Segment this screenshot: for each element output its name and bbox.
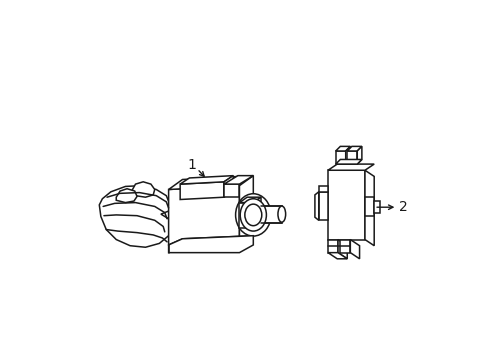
Polygon shape bbox=[224, 184, 239, 197]
Polygon shape bbox=[239, 197, 261, 203]
Ellipse shape bbox=[240, 199, 266, 231]
Polygon shape bbox=[131, 182, 154, 197]
Polygon shape bbox=[335, 151, 345, 164]
Ellipse shape bbox=[235, 194, 270, 236]
Polygon shape bbox=[318, 186, 327, 192]
Polygon shape bbox=[340, 239, 349, 253]
Polygon shape bbox=[335, 147, 349, 151]
Polygon shape bbox=[224, 176, 233, 197]
Polygon shape bbox=[168, 186, 239, 245]
Polygon shape bbox=[261, 206, 281, 222]
Polygon shape bbox=[364, 170, 373, 246]
Polygon shape bbox=[180, 176, 233, 184]
Polygon shape bbox=[116, 189, 137, 203]
Polygon shape bbox=[337, 239, 346, 259]
Polygon shape bbox=[239, 203, 253, 228]
Polygon shape bbox=[99, 186, 171, 247]
Text: 2: 2 bbox=[398, 200, 407, 214]
Polygon shape bbox=[327, 253, 346, 259]
Polygon shape bbox=[180, 182, 224, 199]
Polygon shape bbox=[239, 176, 253, 245]
Polygon shape bbox=[168, 236, 253, 253]
Polygon shape bbox=[168, 236, 253, 245]
Polygon shape bbox=[357, 147, 361, 164]
Polygon shape bbox=[224, 176, 253, 184]
Polygon shape bbox=[168, 176, 253, 189]
Polygon shape bbox=[346, 147, 361, 151]
Polygon shape bbox=[327, 239, 337, 253]
Polygon shape bbox=[364, 197, 373, 216]
Polygon shape bbox=[335, 159, 361, 164]
Polygon shape bbox=[318, 192, 327, 220]
Polygon shape bbox=[349, 239, 359, 259]
Text: 1: 1 bbox=[187, 158, 196, 172]
Polygon shape bbox=[327, 164, 373, 170]
Ellipse shape bbox=[244, 204, 261, 226]
Polygon shape bbox=[314, 192, 318, 220]
Ellipse shape bbox=[277, 206, 285, 222]
Polygon shape bbox=[327, 170, 364, 239]
Polygon shape bbox=[345, 147, 349, 164]
Polygon shape bbox=[346, 151, 357, 164]
Polygon shape bbox=[253, 197, 261, 228]
Polygon shape bbox=[373, 201, 379, 213]
